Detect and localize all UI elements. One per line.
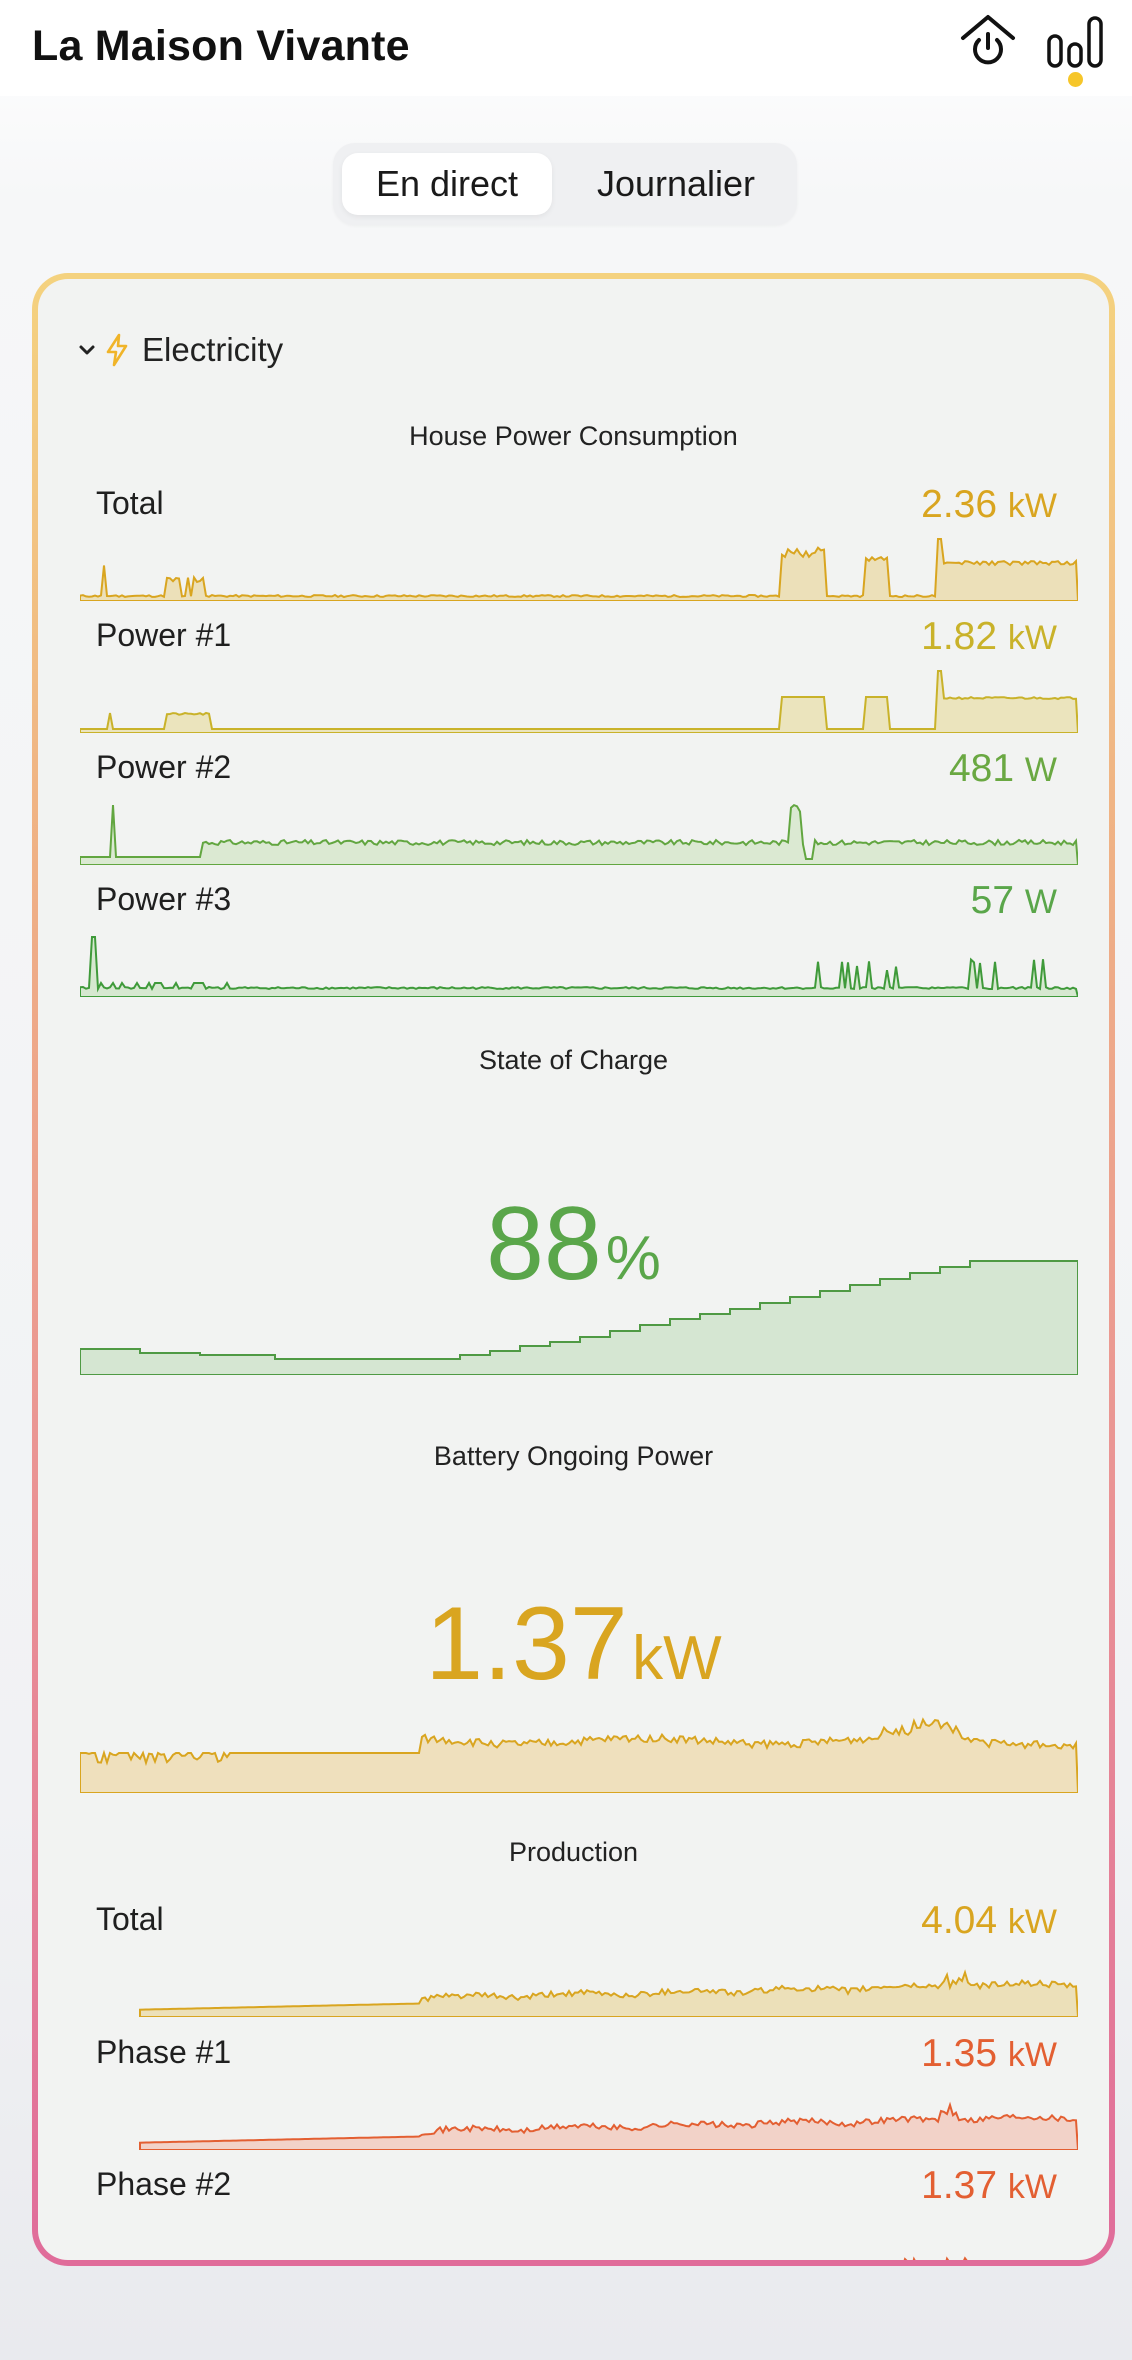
battery-chart [80, 1717, 1078, 1793]
production-total-label: Total [96, 1901, 164, 1937]
power2-label: Power #2 [96, 749, 232, 785]
consumption-total-sparkline [80, 538, 1078, 601]
home-power-icon[interactable] [955, 8, 1021, 74]
phase1-sparkline [139, 2101, 1078, 2150]
production-total-value: 4.04 kW [921, 1899, 1057, 1942]
tab-daily[interactable]: Journalier [596, 163, 756, 204]
top-bar: La Maison Vivante [0, 0, 1132, 96]
consumption-title: House Power Consumption [409, 421, 738, 451]
notification-dot [1068, 72, 1083, 87]
phase2-value: 1.37 kW [921, 2164, 1057, 2207]
phase1-value: 1.35 kW [921, 2032, 1057, 2075]
production-total-sparkline [139, 1969, 1078, 2017]
power2-sparkline [80, 803, 1078, 865]
phase1-label: Phase #1 [96, 2034, 232, 2070]
view-tabs: En direct Journalier [333, 143, 797, 225]
power3-sparkline [80, 936, 1078, 997]
power1-label: Power #1 [96, 617, 232, 653]
section-label: Electricity [142, 331, 284, 368]
soc-chart [80, 1260, 1078, 1375]
battery-value: 1.37 kW [425, 1586, 722, 1702]
power1-value: 1.82 kW [921, 615, 1057, 658]
app-title: La Maison Vivante [32, 22, 410, 70]
consumption-total-label: Total [96, 485, 164, 521]
battery-title: Battery Ongoing Power [433, 1441, 714, 1471]
consumption-total-value: 2.36 kW [921, 483, 1057, 526]
electricity-card-body: Electricity House Power Consumption Tota… [38, 279, 1109, 2260]
production-title: Production [508, 1837, 639, 1867]
power2-value: 481 W [948, 747, 1057, 790]
soc-value: 88% [486, 1186, 661, 1302]
phase2-label: Phase #2 [96, 2166, 232, 2202]
lightning-icon [106, 333, 128, 367]
stats-bars-icon[interactable] [1044, 8, 1106, 74]
soc-title: State of Charge [478, 1045, 669, 1075]
section-toggle[interactable]: Electricity [78, 325, 283, 375]
power3-value: 57 W [970, 879, 1057, 922]
electricity-card: Electricity House Power Consumption Tota… [32, 273, 1115, 2266]
chevron-down-icon [79, 345, 95, 355]
power3-label: Power #3 [96, 881, 232, 917]
tab-live[interactable]: En direct [342, 153, 552, 215]
phase2-sparkline [903, 2256, 968, 2260]
power1-sparkline [80, 670, 1078, 733]
